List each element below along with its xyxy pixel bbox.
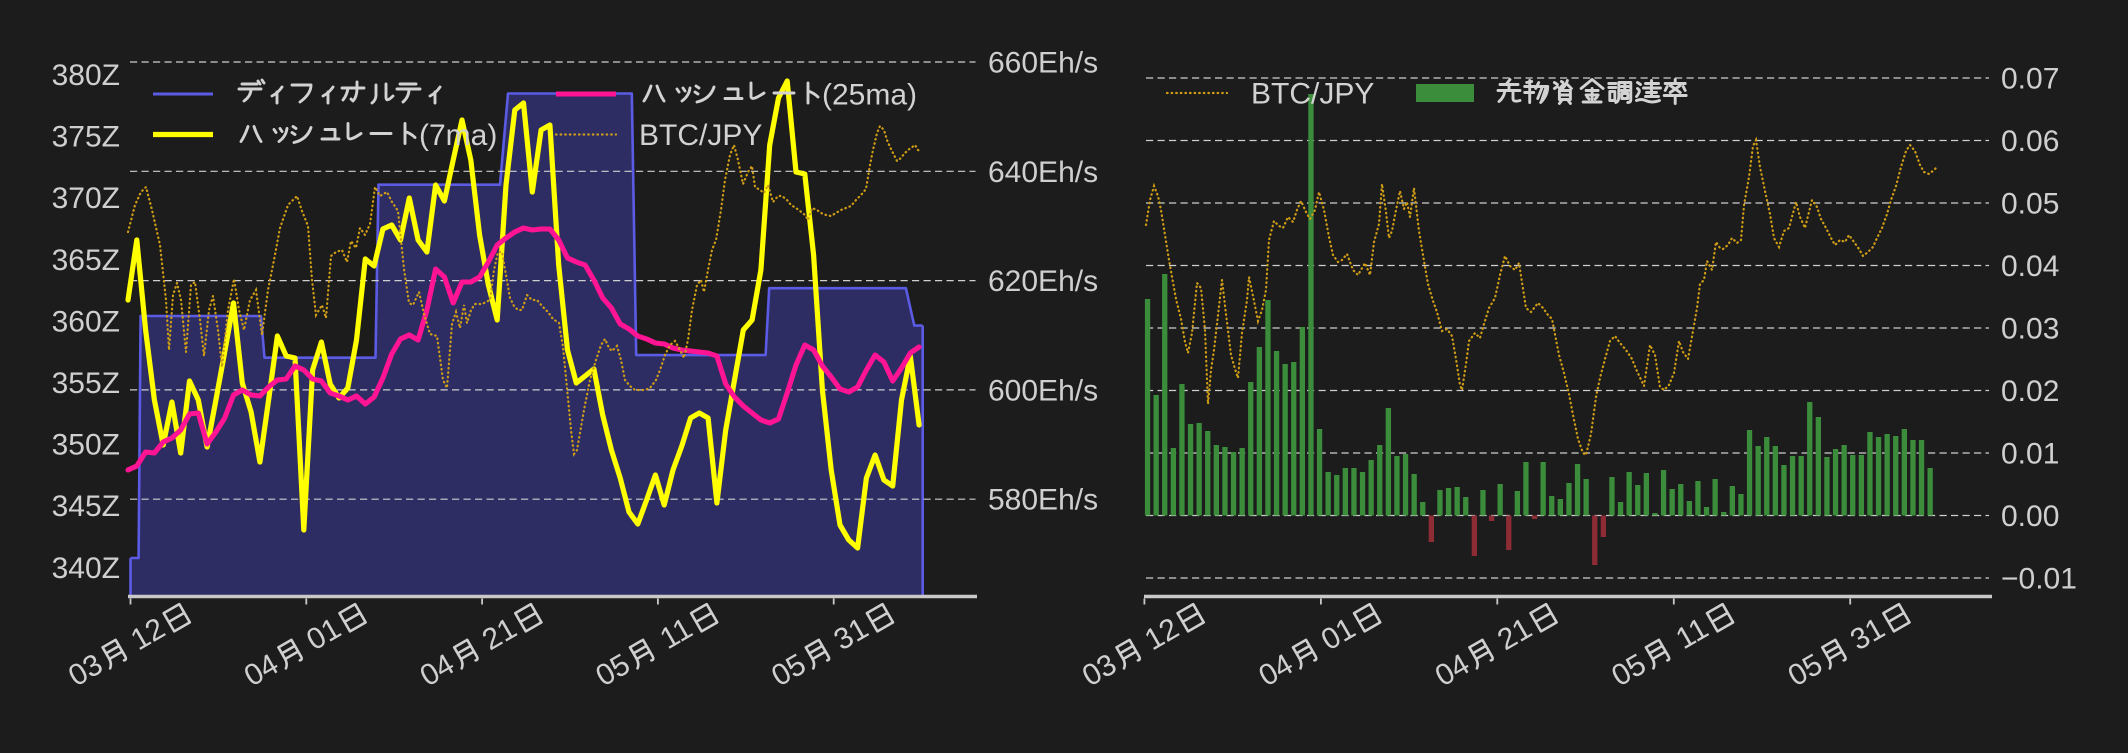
- svg-text:(25ma): (25ma): [822, 79, 917, 112]
- svg-text:355Z: 355Z: [52, 367, 120, 400]
- svg-text:365Z: 365Z: [52, 244, 120, 277]
- svg-text:(7ma): (7ma): [419, 119, 497, 152]
- svg-text:660Eh/s: 660Eh/s: [988, 47, 1098, 80]
- svg-text:345Z: 345Z: [52, 490, 120, 523]
- svg-text:BTC/JPY: BTC/JPY: [1251, 78, 1374, 111]
- svg-text:0.04: 0.04: [2001, 250, 2059, 283]
- svg-text:360Z: 360Z: [52, 305, 120, 338]
- svg-text:600Eh/s: 600Eh/s: [988, 374, 1098, 407]
- svg-text:640Eh/s: 640Eh/s: [988, 156, 1098, 189]
- svg-text:370Z: 370Z: [52, 182, 120, 215]
- svg-text:350Z: 350Z: [52, 429, 120, 462]
- svg-text:340Z: 340Z: [52, 552, 120, 585]
- svg-text:BTC/JPY: BTC/JPY: [639, 119, 762, 152]
- svg-text:0.05: 0.05: [2001, 188, 2059, 221]
- svg-text:620Eh/s: 620Eh/s: [988, 265, 1098, 298]
- svg-text:0.02: 0.02: [2001, 375, 2059, 408]
- svg-text:375Z: 375Z: [52, 121, 120, 154]
- svg-text:−0.01: −0.01: [2001, 563, 2077, 596]
- svg-text:380Z: 380Z: [52, 59, 120, 92]
- svg-text:580Eh/s: 580Eh/s: [988, 484, 1098, 517]
- svg-text:0.03: 0.03: [2001, 313, 2059, 346]
- svg-text:0.06: 0.06: [2001, 125, 2059, 158]
- svg-text:0.01: 0.01: [2001, 438, 2059, 471]
- svg-text:0.00: 0.00: [2001, 500, 2059, 533]
- svg-text:0.07: 0.07: [2001, 63, 2059, 96]
